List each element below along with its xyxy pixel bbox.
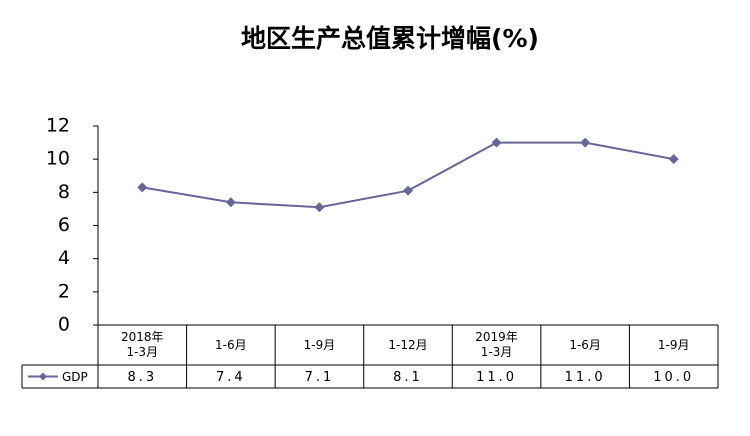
x-tick-label: 2019年 1-3月 xyxy=(475,330,518,359)
x-tick-label: 2018年 1-3月 xyxy=(121,330,164,359)
marker xyxy=(403,185,413,196)
x-tick-label: 1-9月 xyxy=(303,337,336,352)
marker xyxy=(580,137,591,148)
marker xyxy=(137,182,148,193)
data-label: 8.1 xyxy=(393,370,423,385)
data-label: 7.1 xyxy=(305,370,335,385)
x-tick-label: 1-6月 xyxy=(215,337,247,352)
data-label: 7.4 xyxy=(216,370,246,385)
legend-label: GDP xyxy=(62,370,88,384)
marker xyxy=(225,197,236,208)
marker xyxy=(668,154,679,165)
chart-title: 地区生产总值累计增幅(%) xyxy=(241,24,539,53)
x-tick-label: 1-12月 xyxy=(388,337,428,352)
y-tick-label: 8 xyxy=(58,181,70,203)
data-label: 10.0 xyxy=(653,370,694,385)
data-label: 8.3 xyxy=(127,370,157,385)
y-tick-label: 2 xyxy=(58,280,70,302)
x-tick-label: 1-9月 xyxy=(657,337,690,352)
marker xyxy=(491,137,502,148)
series-line xyxy=(142,141,674,209)
y-tick-label: 12 xyxy=(46,115,70,137)
marker xyxy=(314,202,325,213)
y-tick-label: 4 xyxy=(58,247,70,269)
y-tick-label: 10 xyxy=(46,148,70,170)
data-label: 11.0 xyxy=(476,370,517,385)
x-tick-label: 1-6月 xyxy=(569,337,601,352)
y-tick-label: 6 xyxy=(58,214,70,236)
legend-marker xyxy=(39,372,47,381)
data-label: 11.0 xyxy=(565,370,606,385)
y-tick-label: 0 xyxy=(58,314,70,336)
